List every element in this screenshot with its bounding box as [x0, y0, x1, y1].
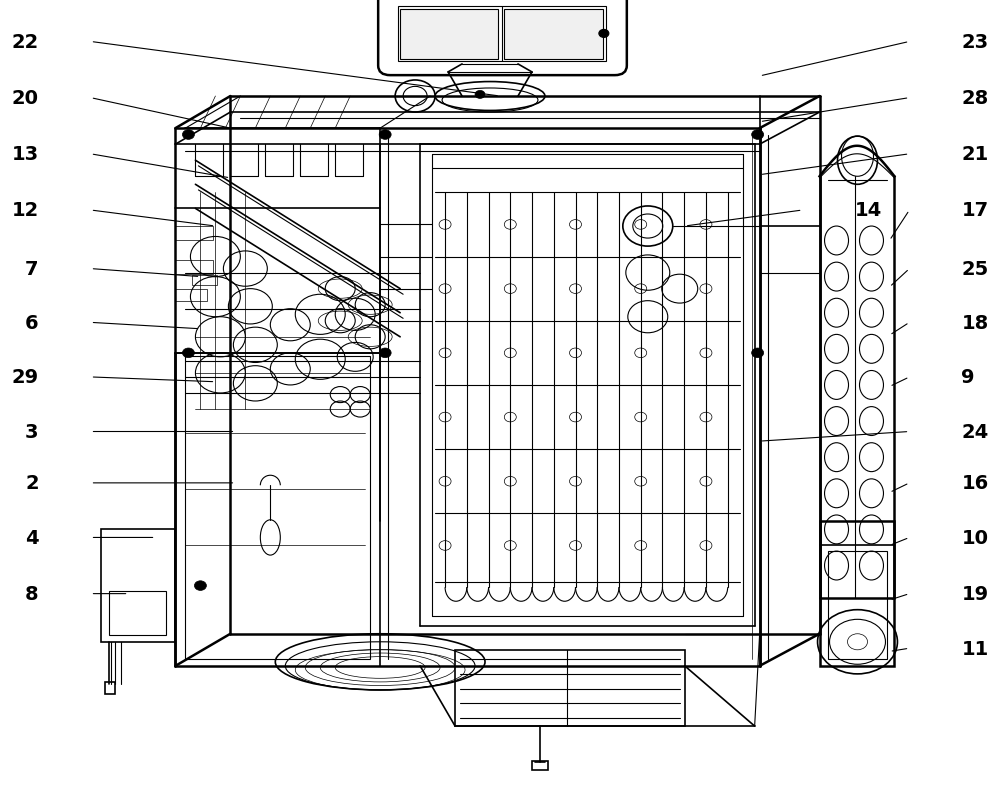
Bar — [828, 552, 887, 659]
Bar — [105, 682, 115, 694]
Text: 17: 17 — [961, 202, 988, 220]
Bar — [175, 226, 213, 241]
Text: 11: 11 — [961, 639, 989, 658]
Bar — [101, 530, 175, 642]
Text: 22: 22 — [11, 33, 39, 52]
FancyBboxPatch shape — [378, 0, 627, 76]
Bar — [185, 357, 370, 659]
Circle shape — [475, 92, 485, 100]
Text: 25: 25 — [961, 259, 989, 279]
Bar — [455, 650, 685, 726]
Text: 3: 3 — [25, 422, 39, 442]
Text: 12: 12 — [11, 202, 39, 220]
Circle shape — [379, 131, 391, 141]
Circle shape — [752, 131, 764, 141]
Bar — [532, 760, 548, 770]
Circle shape — [599, 31, 609, 39]
Circle shape — [182, 131, 194, 141]
Text: 10: 10 — [961, 528, 988, 548]
Circle shape — [194, 581, 206, 591]
Text: 7: 7 — [25, 259, 39, 279]
Text: 8: 8 — [25, 585, 39, 603]
Circle shape — [379, 349, 391, 358]
Text: 21: 21 — [961, 145, 989, 164]
Text: 29: 29 — [12, 368, 39, 387]
Circle shape — [182, 349, 194, 358]
Text: 4: 4 — [25, 528, 39, 548]
Circle shape — [752, 349, 764, 358]
Text: 9: 9 — [961, 368, 975, 387]
Text: 6: 6 — [25, 313, 39, 332]
Bar — [175, 289, 207, 301]
Bar — [192, 275, 217, 285]
Text: 13: 13 — [12, 145, 39, 164]
Text: 14: 14 — [855, 202, 882, 220]
Bar — [504, 10, 603, 60]
Bar — [109, 592, 166, 635]
Bar — [398, 7, 606, 62]
Bar — [820, 522, 894, 666]
Text: 24: 24 — [961, 422, 989, 442]
Text: 19: 19 — [961, 585, 988, 603]
Bar — [175, 260, 213, 275]
Text: 16: 16 — [961, 474, 989, 493]
Text: 2: 2 — [25, 474, 39, 493]
Text: 18: 18 — [961, 313, 989, 332]
Text: 20: 20 — [12, 89, 39, 108]
Text: 28: 28 — [961, 89, 989, 108]
Text: 23: 23 — [961, 33, 988, 52]
Bar — [400, 10, 498, 60]
